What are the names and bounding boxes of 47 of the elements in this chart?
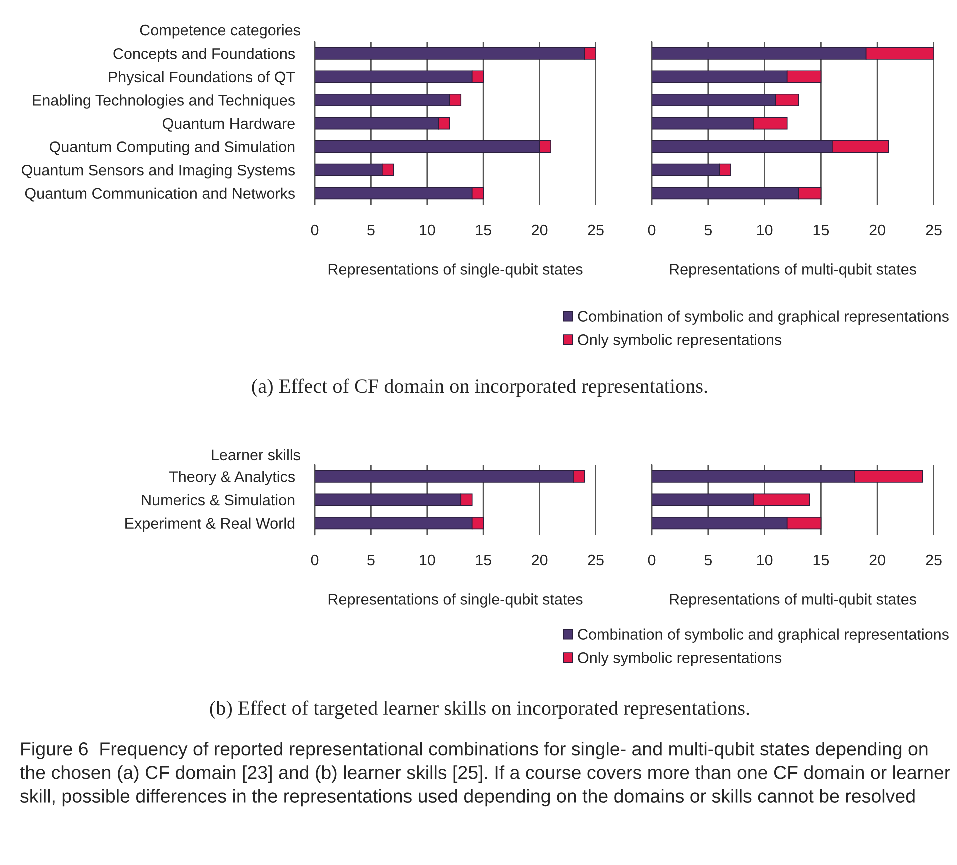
x-tick-label: 5 — [704, 555, 712, 566]
x-tick-label: 10 — [757, 554, 773, 566]
x-tick-label: 25 — [926, 554, 942, 566]
x-tick-label: 0 — [648, 554, 656, 566]
x-tick-label: 10 — [420, 554, 436, 566]
x-axis-title: Representations of single-qubit states — [328, 264, 583, 278]
y-tick-label: Quantum Communication and Networks — [25, 188, 296, 202]
x-tick-label: 20 — [870, 554, 886, 566]
x-tick-label: 20 — [532, 224, 548, 236]
x-tick-label: 25 — [588, 224, 604, 236]
x-tick-label: 15 — [476, 555, 492, 566]
x-tick-label: 25 — [588, 554, 604, 566]
y-axis-title: Learner skills — [212, 449, 300, 461]
x-tick-label: 15 — [476, 225, 492, 236]
x-tick-label: 10 — [757, 224, 773, 236]
x-tick-label: 0 — [311, 554, 319, 566]
y-tick-label: Numerics & Simulation — [142, 494, 295, 506]
y-tick-label: Quantum Computing and Simulation — [50, 141, 295, 156]
x-tick-label: 5 — [704, 225, 712, 236]
legend-label: Combination of symbolic and graphical representations — [578, 628, 949, 643]
x-tick-label: 10 — [420, 224, 436, 236]
x-axis-title: Representations of single-qubit states — [328, 594, 583, 608]
text: (b) Effect of targeted learner skills on incorporated representations. — [210, 700, 750, 720]
x-tick-label: 15 — [814, 555, 830, 566]
x-tick-label: 15 — [814, 225, 830, 236]
x-tick-label: 20 — [532, 554, 548, 566]
y-tick-label: Quantum Hardware — [162, 118, 295, 132]
x-tick-label: 0 — [648, 224, 656, 236]
y-tick-label: Physical Foundations of QT — [109, 71, 296, 86]
caption: Figure 6 Frequency of reported representational combinations for single- and multi-qubit states depending on the chosen (a) CF domain [23] and (b) learner skills [25]. If a course covers more than one CF domain or learner skill, possible differences in the representations used depending on the domains or skills cannot be resolved — [20, 742, 950, 807]
text: (a) Effect of CF domain on incorporated representations. — [252, 378, 708, 398]
x-tick-label: 0 — [311, 224, 319, 236]
y-tick-label: Quantum Sensors and Imaging Systems — [22, 164, 296, 179]
y-tick-label: Theory & Analytics — [169, 471, 296, 486]
legend-label: Combination of symbolic and graphical representations — [578, 310, 949, 325]
y-tick-label: Concepts and Foundations — [114, 48, 296, 62]
legend-label: Only symbolic representations — [578, 334, 782, 348]
x-tick-label: 20 — [870, 224, 886, 236]
y-tick-label: Experiment & Real World — [126, 518, 295, 532]
legend-label: Only symbolic representations — [578, 652, 782, 666]
x-axis-title: Representations of multi-qubit states — [670, 264, 916, 278]
x-tick-label: 5 — [368, 555, 375, 566]
x-axis-title: Representations of multi-qubit states — [670, 594, 916, 608]
x-tick-label: 5 — [368, 225, 375, 236]
x-tick-label: 25 — [926, 224, 942, 236]
y-axis-title: Competence categories — [140, 24, 300, 39]
y-tick-label: Enabling Technologies and Techniques — [33, 94, 296, 109]
